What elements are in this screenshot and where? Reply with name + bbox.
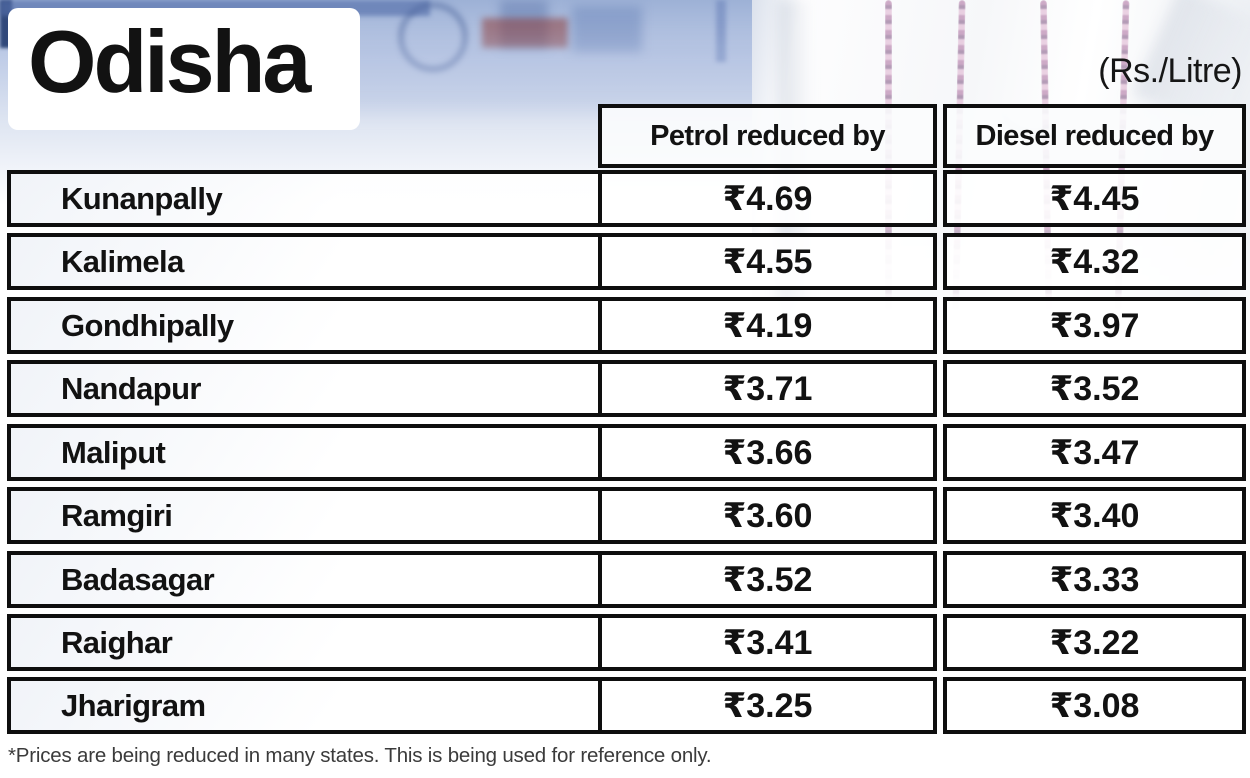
petrol-value-cell: ₹4.69 <box>598 170 937 227</box>
table-row: Gondhipally ₹4.19 ₹3.97 <box>0 297 1250 354</box>
table-row: Jharigram ₹3.25 ₹3.08 <box>0 677 1250 734</box>
table-row: Badasagar ₹3.52 ₹3.33 <box>0 551 1250 608</box>
title-box: Odisha <box>8 8 360 130</box>
district-name-cell: Raighar <box>7 614 602 671</box>
page-title: Odisha <box>28 12 311 111</box>
diesel-value-cell: ₹3.22 <box>943 614 1246 671</box>
petrol-value-cell: ₹4.19 <box>598 297 937 354</box>
diesel-value-cell: ₹3.40 <box>943 487 1246 544</box>
table-row: Kunanpally ₹4.69 ₹4.45 <box>0 170 1250 227</box>
table-row: Ramgiri ₹3.60 ₹3.40 <box>0 487 1250 544</box>
district-name-cell: Maliput <box>7 424 602 481</box>
diesel-value-cell: ₹3.33 <box>943 551 1246 608</box>
column-header-petrol: Petrol reduced by <box>598 104 937 168</box>
fuel-pump-shape <box>572 6 642 52</box>
district-name-cell: Nandapur <box>7 360 602 417</box>
table-row: Raighar ₹3.41 ₹3.22 <box>0 614 1250 671</box>
petrol-value-cell: ₹3.41 <box>598 614 937 671</box>
district-name-cell: Badasagar <box>7 551 602 608</box>
background-blob <box>716 0 726 62</box>
diesel-value-cell: ₹3.08 <box>943 677 1246 734</box>
petrol-value-cell: ₹3.25 <box>598 677 937 734</box>
diesel-value-cell: ₹3.47 <box>943 424 1246 481</box>
background-blob <box>300 40 780 110</box>
diesel-value-cell: ₹4.32 <box>943 233 1246 290</box>
fuel-pump-panel-shape <box>482 18 568 48</box>
column-header-diesel: Diesel reduced by <box>943 104 1246 168</box>
district-name-cell: Kalimela <box>7 233 602 290</box>
district-name-cell: Ramgiri <box>7 487 602 544</box>
district-name-cell: Kunanpally <box>7 170 602 227</box>
table-row: Nandapur ₹3.71 ₹3.52 <box>0 360 1250 417</box>
district-name-cell: Gondhipally <box>7 297 602 354</box>
petrol-value-cell: ₹4.55 <box>598 233 937 290</box>
diesel-value-cell: ₹3.52 <box>943 360 1246 417</box>
district-name-cell: Jharigram <box>7 677 602 734</box>
diesel-value-cell: ₹4.45 <box>943 170 1246 227</box>
petrol-value-cell: ₹3.52 <box>598 551 937 608</box>
table-row: Kalimela ₹4.55 ₹4.32 <box>0 233 1250 290</box>
diesel-value-cell: ₹3.97 <box>943 297 1246 354</box>
petrol-value-cell: ₹3.71 <box>598 360 937 417</box>
petrol-value-cell: ₹3.60 <box>598 487 937 544</box>
unit-label: (Rs./Litre) <box>1098 52 1242 90</box>
table-row: Maliput ₹3.66 ₹3.47 <box>0 424 1250 481</box>
fuel-hose-shape <box>398 2 468 72</box>
petrol-value-cell: ₹3.66 <box>598 424 937 481</box>
footnote: *Prices are being reduced in many states… <box>8 744 712 767</box>
